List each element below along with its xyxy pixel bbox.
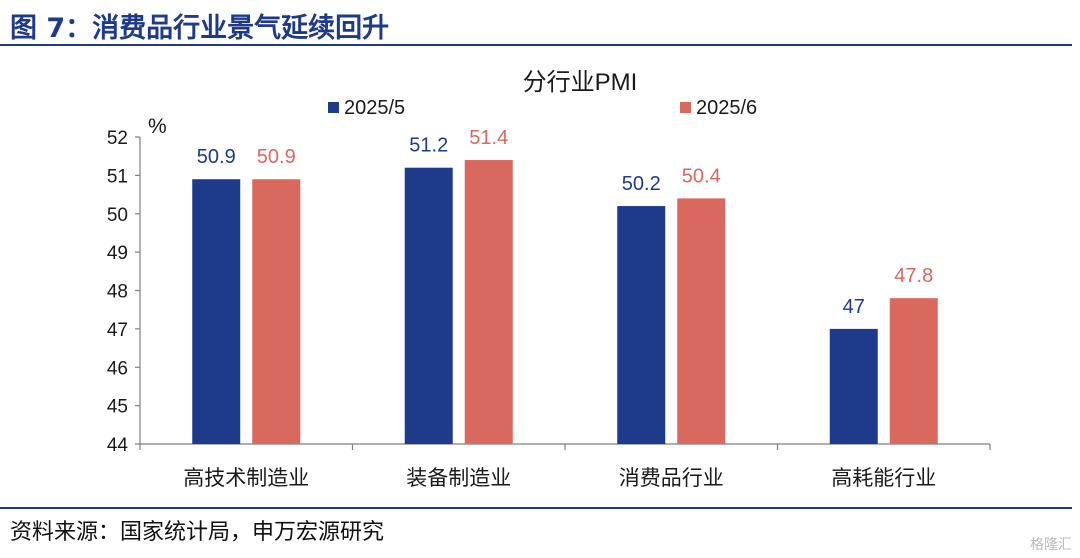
bar-高耗能行业-2025/5 — [829, 328, 878, 444]
y-tick-label: 49 — [107, 243, 128, 264]
watermark: 格隆汇 — [1030, 537, 1072, 553]
source-note: 资料来源：国家统计局，申万宏源研究 — [10, 520, 385, 545]
y-tick-label: 45 — [107, 397, 128, 418]
y-tick-label: 47 — [107, 320, 128, 341]
legend-swatch-2 — [680, 102, 691, 113]
y-tick-label: 51 — [107, 166, 128, 187]
figure-title: 图 7：消费品行业景气延续回升 — [10, 13, 390, 44]
data-label-装备制造业-2025/5: 51.2 — [409, 135, 448, 157]
bar-高技术制造业-2025/6 — [252, 179, 301, 444]
legend-label-1: 2025/5 — [344, 97, 405, 119]
x-tick-label: 高耗能行业 — [831, 467, 936, 490]
x-tick-label: 消费品行业 — [619, 467, 724, 490]
data-label-高耗能行业-2025/5: 47 — [843, 296, 865, 318]
y-tick-label: 52 — [107, 128, 128, 149]
legend-swatch-1 — [328, 102, 339, 113]
data-label-高耗能行业-2025/6: 47.8 — [894, 265, 933, 287]
y-axis-unit: % — [148, 115, 167, 138]
source-rule — [0, 507, 1072, 509]
bar-高耗能行业-2025/6 — [889, 298, 938, 444]
legend-label-2: 2025/6 — [696, 97, 757, 119]
data-label-装备制造业-2025/6: 51.4 — [469, 127, 508, 149]
y-tick-label: 48 — [107, 282, 128, 303]
data-label-消费品行业-2025/6: 50.4 — [682, 165, 721, 187]
x-tick-label: 高技术制造业 — [183, 467, 309, 490]
bar-chart: 分行业PMI 2025/5 2025/6% 44 45 46 47 48 49 50 51 52 50.… — [107, 69, 991, 490]
data-label-消费品行业-2025/5: 50.2 — [622, 173, 661, 195]
data-label-高技术制造业-2025/5: 50.9 — [197, 146, 236, 168]
bar-装备制造业-2025/5 — [404, 167, 453, 444]
y-tick-label: 44 — [107, 435, 129, 456]
bar-高技术制造业-2025/5 — [192, 179, 241, 444]
bar-消费品行业-2025/5 — [617, 206, 666, 444]
chart-title: 分行业PMI — [523, 69, 638, 96]
bar-消费品行业-2025/6 — [677, 198, 726, 444]
y-tick-label: 46 — [107, 358, 128, 379]
x-tick-label: 装备制造业 — [406, 467, 511, 490]
title-rule — [0, 44, 1072, 46]
data-label-高技术制造业-2025/6: 50.9 — [257, 146, 296, 168]
bar-装备制造业-2025/6 — [464, 160, 513, 444]
y-tick-label: 50 — [107, 205, 128, 226]
